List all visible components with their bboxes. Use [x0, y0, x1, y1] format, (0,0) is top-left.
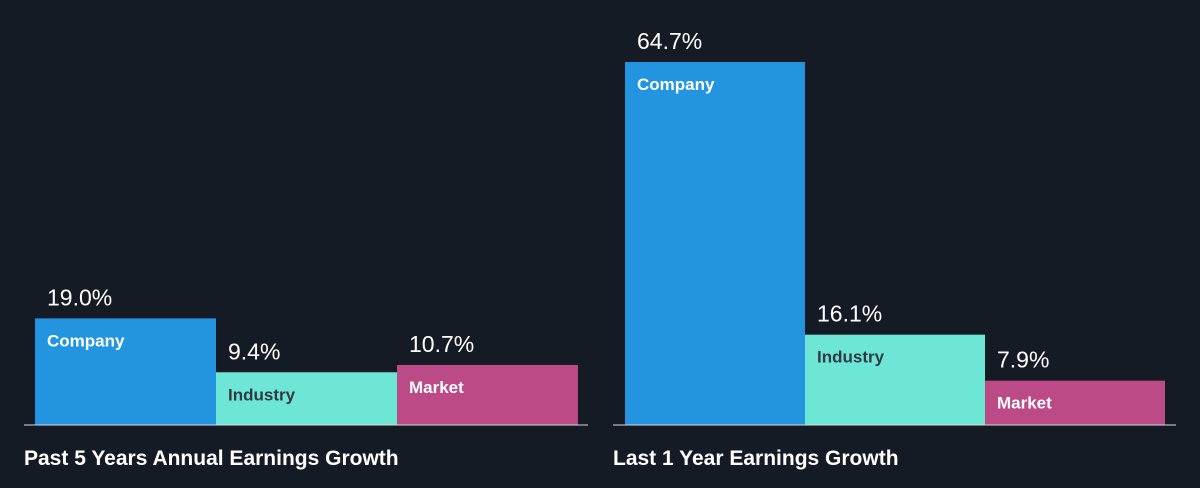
- bar-label-industry: Industry: [817, 348, 885, 367]
- value-label-market: 7.9%: [997, 347, 1049, 373]
- chart-past-5-years: Past 5 Years Annual Earnings Growth Comp…: [24, 284, 588, 470]
- value-label-industry: 9.4%: [228, 338, 280, 364]
- value-label-company: 64.7%: [637, 28, 702, 54]
- bar-company: [625, 62, 805, 425]
- bar-label-market: Market: [997, 394, 1052, 413]
- bar-industry: [216, 372, 397, 425]
- bar-market: [985, 380, 1165, 425]
- chart-last-1-year: Last 1 Year Earnings Growth Company 64.7%…: [613, 28, 1176, 470]
- bar-label-company: Company: [47, 331, 125, 350]
- bar-label-company: Company: [637, 75, 715, 94]
- bar-label-market: Market: [409, 378, 464, 397]
- bar-industry: [805, 334, 985, 425]
- chart-title: Past 5 Years Annual Earnings Growth: [24, 447, 399, 470]
- value-label-industry: 16.1%: [817, 301, 882, 327]
- value-label-market: 10.7%: [409, 331, 474, 357]
- bar-label-industry: Industry: [228, 385, 296, 404]
- value-label-company: 19.0%: [47, 284, 112, 310]
- chart-title: Last 1 Year Earnings Growth: [613, 447, 899, 470]
- bar-market: [397, 364, 578, 425]
- bar-company: [35, 318, 216, 425]
